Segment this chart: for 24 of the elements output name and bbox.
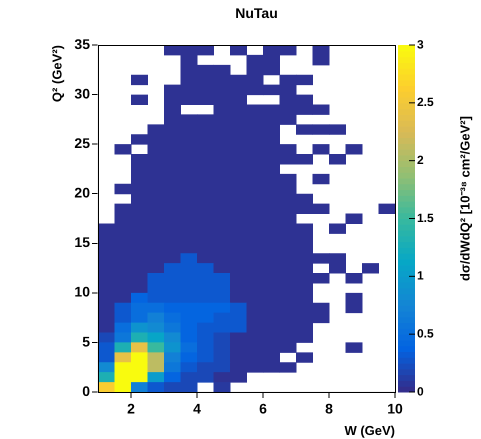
y-tick-label: 5 bbox=[82, 333, 90, 350]
color-bar-label: 0.5 bbox=[417, 326, 434, 340]
x-tick-label: 2 bbox=[127, 400, 136, 416]
x-tick-label: 10 bbox=[387, 400, 403, 416]
x-axis-title: W (GeV) bbox=[344, 422, 395, 438]
x-tick-label: 4 bbox=[193, 400, 202, 416]
y-tick-label: 35 bbox=[74, 36, 90, 52]
color-bar-label: 2 bbox=[417, 152, 424, 167]
y-tick-label: 10 bbox=[74, 284, 90, 300]
y-tick-label: 30 bbox=[74, 85, 90, 102]
x-tick-label: 6 bbox=[259, 400, 268, 416]
y-tick-label: 15 bbox=[74, 234, 90, 250]
color-bar-label: 1 bbox=[417, 268, 424, 283]
y-axis-title: Q² (GeV²) bbox=[49, 45, 64, 102]
color-bar-label: 2.5 bbox=[417, 95, 434, 110]
y-tick-label: 20 bbox=[74, 184, 90, 201]
color-bar-label: 3 bbox=[417, 37, 424, 52]
x-tick-label: 8 bbox=[325, 400, 334, 416]
chart-title: NuTau bbox=[235, 4, 278, 21]
y-tick-label: 25 bbox=[74, 135, 90, 151]
color-bar-label: 0 bbox=[417, 384, 424, 398]
color-bar-label: 1.5 bbox=[417, 210, 434, 225]
color-bar-title: dσ/dWdQ² [10⁻³⁸ cm²/GeV²] bbox=[458, 116, 473, 281]
y-tick-label: 0 bbox=[82, 382, 90, 399]
